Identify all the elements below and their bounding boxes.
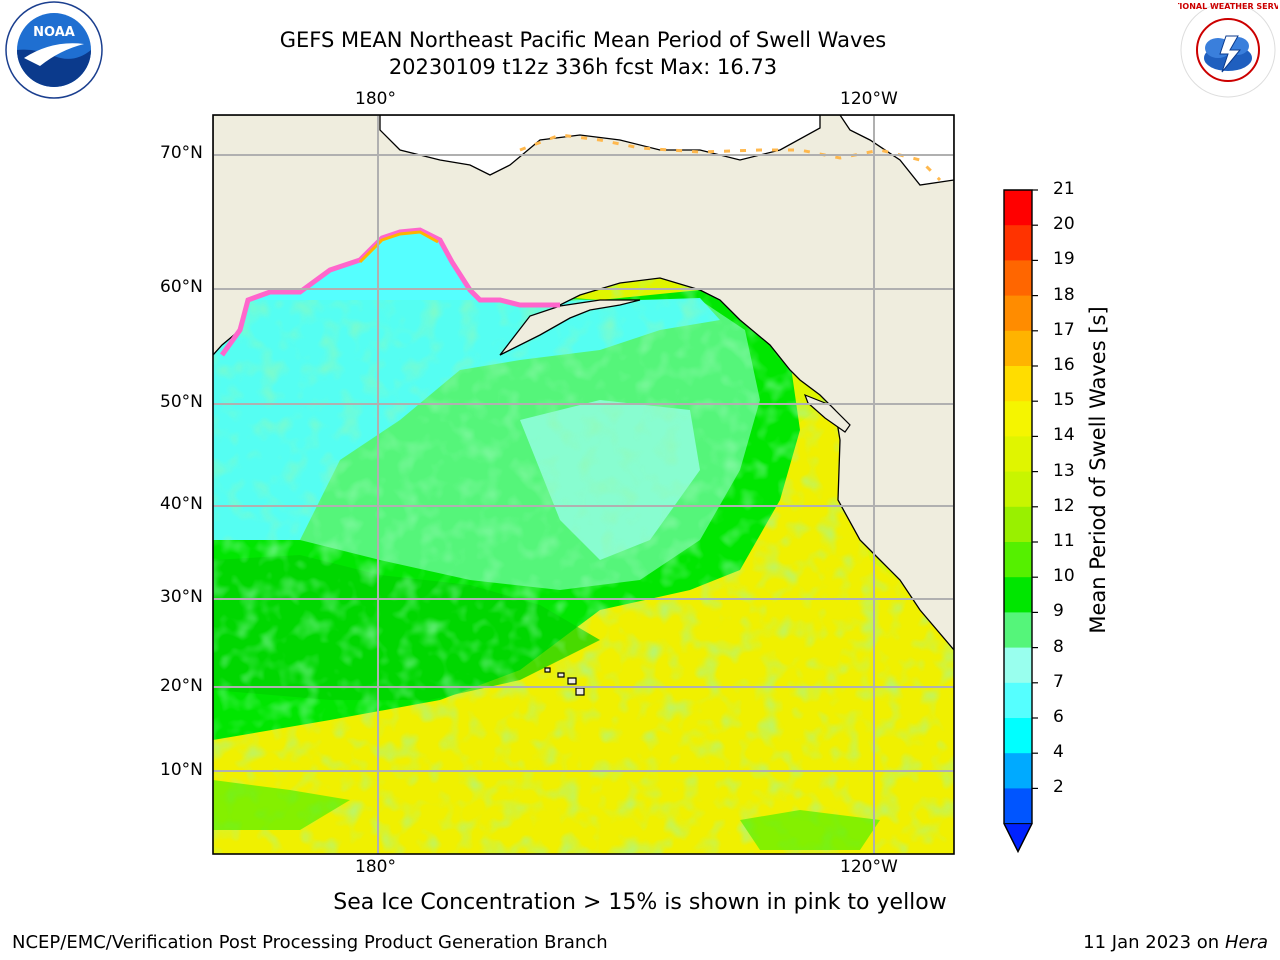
colorbar-swatch: [1004, 295, 1032, 332]
chart-title: GEFS MEAN Northeast Pacific Mean Period …: [279, 28, 887, 52]
colorbar-swatch: [1004, 436, 1032, 473]
colorbar-tick-label: 8: [1053, 636, 1064, 657]
colorbar: [1003, 189, 1038, 854]
colorbar-swatch: [1004, 225, 1032, 261]
colorbar-tick-label: 10: [1053, 566, 1075, 587]
colorbar-swatch: [1004, 753, 1032, 789]
noaa-logo-text: NOAA: [33, 25, 75, 40]
colorbar-tick-label: 16: [1053, 355, 1075, 375]
left-tick-20n: 20°N: [160, 676, 203, 696]
colorbar-tick-label: 21: [1053, 179, 1075, 199]
colorbar-swatch: [1004, 542, 1032, 578]
colorbar-swatch: [1004, 330, 1032, 367]
colorbar-tick-label: 20: [1053, 214, 1075, 235]
sea-ice-note: Sea Ice Concentration > 15% is shown in …: [333, 890, 947, 915]
colorbar-swatch: [1004, 260, 1032, 297]
colorbar-tick-label: 18: [1053, 284, 1075, 305]
colorbar-swatch: [1004, 788, 1032, 825]
chart-subtitle: 20230109 t12z 336h fcst Max: 16.73: [388, 55, 778, 79]
colorbar-frame: [1003, 189, 1033, 854]
colorbar-tick-label: 9: [1053, 601, 1064, 622]
colorbar-tick-label: 7: [1053, 671, 1064, 692]
top-tick-180: 180°: [355, 89, 396, 109]
noaa-logo: NOAA: [5, 1, 103, 99]
colorbar-tick-label: 2: [1053, 777, 1064, 798]
colorbar-tick-label: 4: [1053, 742, 1064, 763]
sea-ice-edge-inner: [358, 230, 439, 264]
colorbar-swatch: [1004, 647, 1032, 684]
footer-credit: NCEP/EMC/Verification Post Processing Pr…: [12, 932, 608, 953]
colorbar-swatch: [1004, 190, 1032, 226]
colorbar-tick-label: 15: [1053, 390, 1075, 411]
colorbar-swatch: [1004, 401, 1032, 437]
colorbar-swatch: [1004, 577, 1032, 613]
colorbar-underflow-triangle: [1003, 823, 1033, 853]
national-weather-service-logo: NATIONAL WEATHER SERVICE: [1178, 2, 1278, 98]
sea-ice-edge: [219, 227, 560, 357]
map-frame: [212, 114, 955, 855]
left-tick-40n: 40°N: [160, 494, 203, 514]
bering-sea: [248, 230, 480, 300]
arctic-ocean: [379, 115, 821, 176]
colorbar-tick-label: 12: [1053, 495, 1075, 516]
left-tick-50n: 50°N: [160, 392, 203, 412]
left-tick-10n: 10°N: [160, 760, 203, 780]
bottom-tick-180: 180°: [355, 857, 396, 877]
footer-host: Hera: [1224, 932, 1268, 953]
colorbar-tick-label: 14: [1053, 425, 1075, 446]
footer-date: 11 Jan 2023 on Hera: [1083, 932, 1268, 953]
colorbar-swatch: [1004, 612, 1032, 649]
colorbar-tick-label: 13: [1053, 460, 1075, 481]
colorbar-tick-label: 19: [1053, 249, 1075, 270]
footer-date-text: 11 Jan 2023 on: [1083, 932, 1220, 953]
graticule: [213, 115, 954, 854]
alaska-peninsula: [499, 299, 641, 356]
colorbar-swatch: [1004, 471, 1032, 508]
left-tick-30n: 30°N: [160, 587, 203, 607]
hawaii-islands: [544, 667, 585, 696]
colorbar-swatch: [1004, 366, 1032, 402]
colorbar-tick-label: 17: [1053, 319, 1075, 340]
top-tick-120w: 120°W: [840, 89, 898, 109]
colorbar-swatch: [1004, 506, 1032, 543]
colorbar-tick-label: 6: [1053, 707, 1064, 727]
colorbar-swatch: [1004, 682, 1032, 719]
left-tick-60n: 60°N: [160, 277, 203, 297]
colorbar-swatch: [1004, 718, 1032, 754]
colorbar-label: Mean Period of Swell Waves [s]: [1086, 306, 1110, 634]
sea-ice-arctic: [519, 133, 942, 182]
arctic-ocean-east: [839, 115, 954, 186]
bottom-tick-120w: 120°W: [840, 857, 898, 877]
colorbar-tick-label: 11: [1053, 531, 1075, 551]
left-tick-70n: 70°N: [160, 143, 203, 163]
ocean-green-south: [213, 780, 880, 850]
nws-logo-text: NATIONAL WEATHER SERVICE: [1178, 2, 1278, 11]
